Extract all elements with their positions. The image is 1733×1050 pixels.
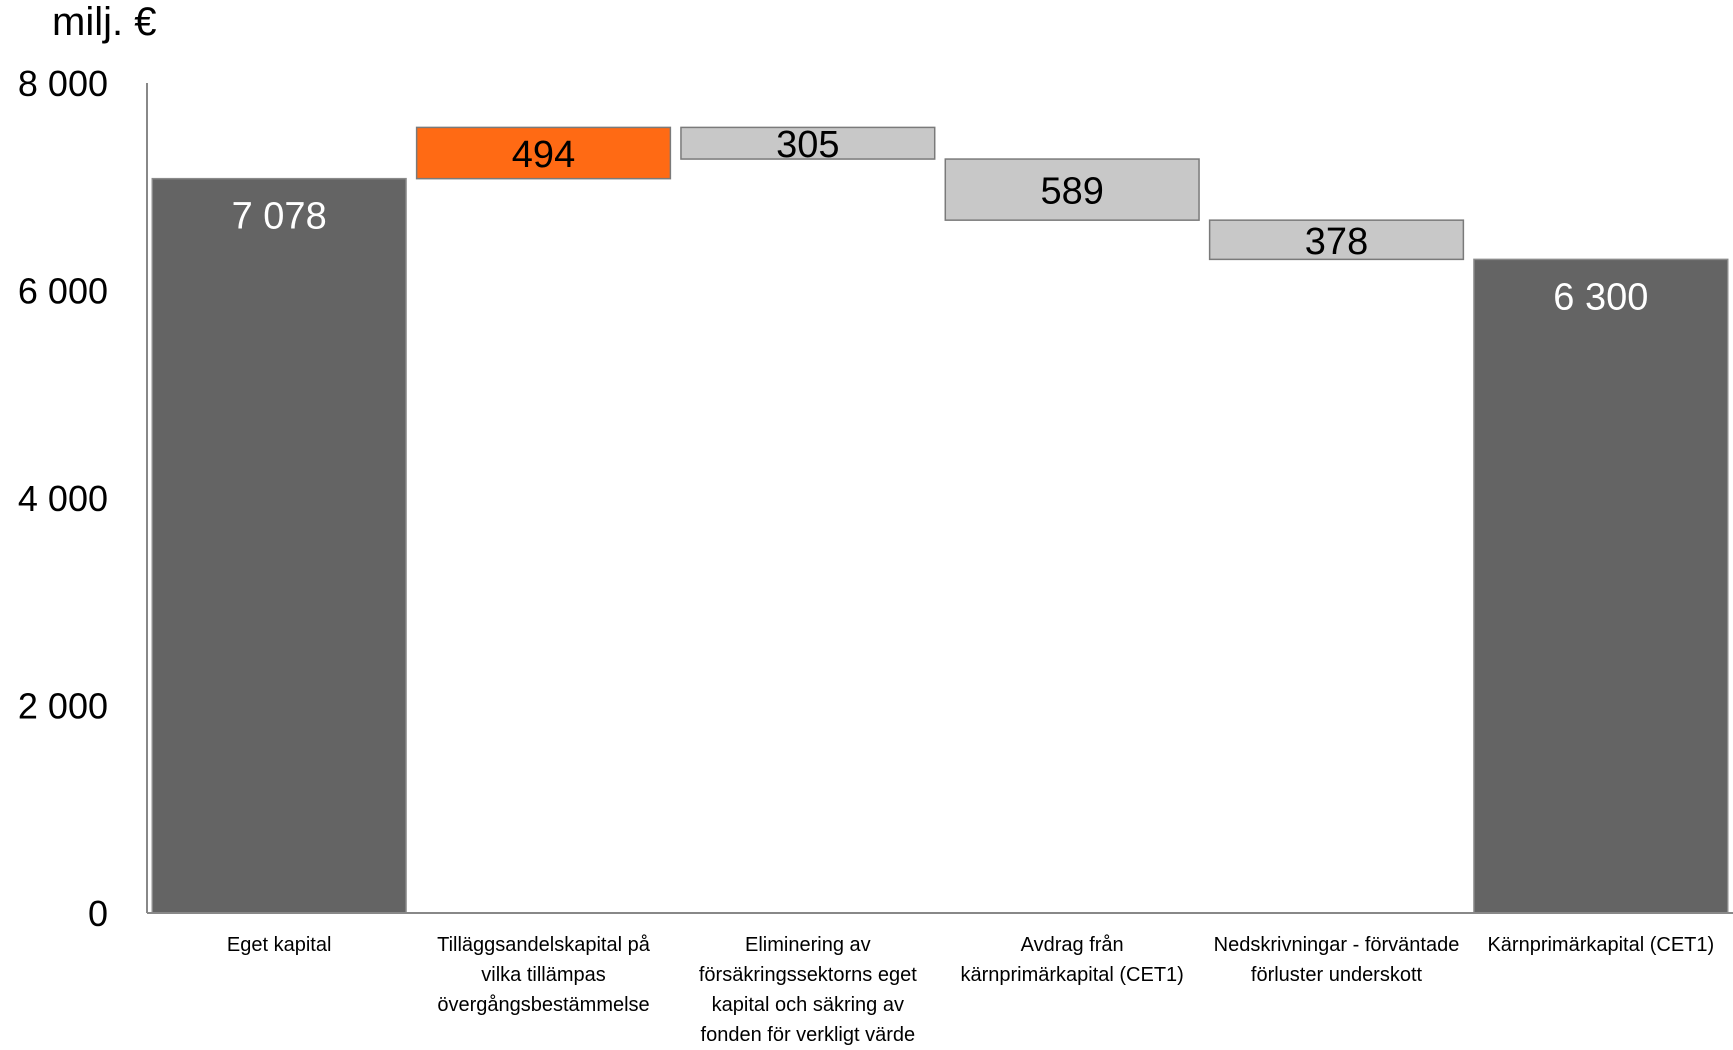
- y-tick-label: 6 000: [18, 271, 108, 312]
- x-category-label: Eliminering av försäkringssektorns eget …: [698, 934, 917, 1046]
- y-tick-label: 2 000: [18, 686, 108, 727]
- bar-decrease: [1208, 219, 1465, 261]
- bars-group: [151, 126, 1729, 914]
- data-label: 589: [1040, 171, 1103, 213]
- data-labels-group: 7 078 494 305 589 378 6 300: [232, 124, 1649, 318]
- data-label: 378: [1305, 221, 1368, 263]
- x-category-label: Nedskrivningar - förväntade förluster un…: [1213, 934, 1460, 986]
- y-tick-label: 8 000: [18, 63, 108, 104]
- x-category-label: Avdrag från kärnprimärkapital (CET1): [960, 934, 1184, 986]
- data-label: 494: [512, 134, 575, 176]
- y-tick-label: 4 000: [18, 478, 108, 519]
- bar-total: [1473, 258, 1729, 914]
- x-category-label: Eget kapital: [226, 934, 332, 956]
- x-category-label: Tilläggsandelskapital på vilka tillämpas…: [437, 934, 650, 1016]
- x-category-label: Kärnprimärkapital (CET1): [1487, 934, 1715, 956]
- bar-decrease: [680, 126, 936, 160]
- y-axis-ticks: 0 2 000 4 000 6 000 8 000: [18, 63, 108, 934]
- bar-increase: [415, 126, 672, 180]
- bar-total: [151, 177, 407, 914]
- y-axis-label: milj. €: [52, 0, 157, 44]
- data-label: 6 300: [1553, 276, 1648, 318]
- data-label: 7 078: [232, 196, 327, 238]
- y-tick-label: 0: [88, 893, 108, 934]
- bar-decrease: [944, 158, 1200, 221]
- data-label: 305: [776, 124, 839, 166]
